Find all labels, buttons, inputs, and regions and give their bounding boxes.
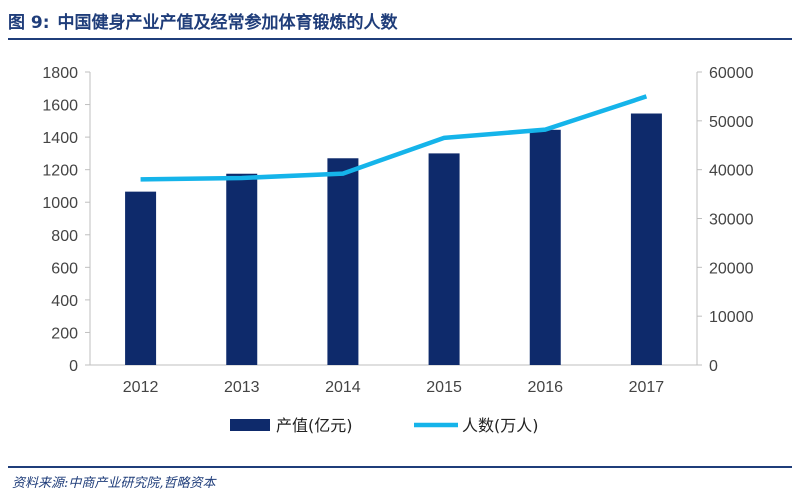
right-tick-label: 10000 — [709, 309, 754, 326]
left-tick-label: 0 — [69, 358, 78, 375]
right-tick-label: 20000 — [709, 260, 754, 277]
right-tick-label: 30000 — [709, 212, 754, 229]
series-line — [140, 94, 648, 182]
x-tick-label: 2014 — [325, 379, 361, 396]
left-tick-label: 1200 — [42, 163, 78, 180]
left-tick-label: 1400 — [42, 130, 78, 147]
figure-label: 图 9: — [8, 13, 50, 33]
x-tick-label: 2012 — [123, 379, 159, 396]
bar — [630, 113, 662, 365]
source-note: 资料来源:中商产业研究院,哲略资本 — [12, 476, 216, 491]
legend-label-line: 人数(万人) — [462, 416, 539, 435]
figure-title-text: 中国健身产业产值及经常参加体育锻炼的人数 — [57, 13, 398, 33]
figure-title: 图 9: 中国健身产业产值及经常参加体育锻炼的人数 — [8, 8, 788, 33]
bar — [529, 129, 561, 365]
bar — [327, 158, 359, 365]
right-tick-label: 50000 — [709, 114, 754, 131]
bar — [125, 191, 157, 365]
legend-swatch-bar — [230, 419, 270, 431]
top-rule — [8, 38, 792, 40]
left-tick-label: 600 — [51, 260, 78, 277]
left-tick-label: 800 — [51, 228, 78, 245]
right-tick-label: 60000 — [709, 65, 754, 82]
x-tick-label: 2016 — [527, 379, 563, 396]
x-tick-label: 2013 — [224, 379, 260, 396]
x-tick-label: 2017 — [629, 379, 665, 396]
bar — [226, 173, 258, 365]
bottom-rule — [8, 466, 792, 468]
x-tick-label: 2015 — [426, 379, 462, 396]
right-tick-label: 0 — [709, 358, 718, 375]
legend-label-bar: 产值(亿元) — [276, 416, 353, 435]
right-tick-label: 40000 — [709, 163, 754, 180]
left-tick-label: 1000 — [42, 195, 78, 212]
left-tick-label: 1800 — [42, 65, 78, 82]
left-tick-label: 400 — [51, 293, 78, 310]
bar — [428, 153, 460, 365]
left-tick-label: 1600 — [42, 98, 78, 115]
left-tick-label: 200 — [51, 325, 78, 342]
